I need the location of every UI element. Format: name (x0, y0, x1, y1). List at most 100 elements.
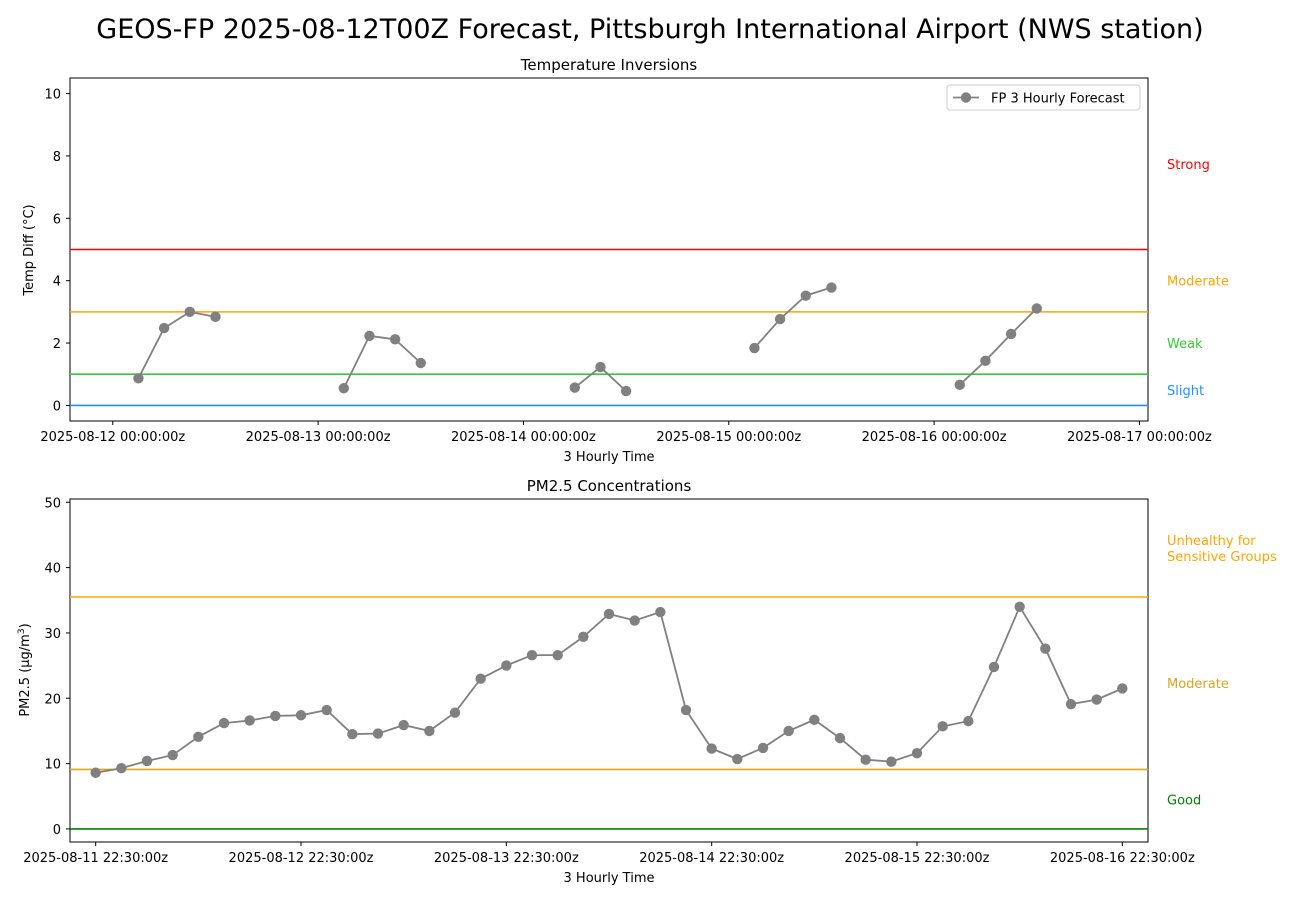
data-point (834, 732, 846, 744)
data-point (1005, 328, 1017, 340)
data-point (578, 631, 589, 643)
x-tick-label: 2025-08-13 22:30:00z (434, 851, 579, 866)
legend-box (946, 84, 1141, 111)
data-point (860, 754, 871, 765)
data-point (141, 755, 153, 767)
x-tick-label: 2025-08-17 00:00:00z (1067, 430, 1212, 445)
data-point (783, 725, 794, 737)
data-point (680, 704, 692, 716)
data-point (629, 615, 640, 626)
x-tick-label: 2025-08-12 22:30:00z (229, 851, 374, 866)
data-point (937, 721, 948, 732)
data-point (364, 330, 375, 342)
data-point (800, 290, 811, 301)
data-point (184, 306, 195, 318)
data-point (749, 342, 760, 354)
x-tick-label: 2025-08-11 22:30:00z (23, 851, 168, 866)
data-point (706, 743, 717, 754)
data-point (244, 715, 255, 726)
data-point (424, 725, 435, 737)
threshold-label: Good (1167, 794, 1201, 809)
x-tick-label: 2025-08-16 00:00:00z (862, 430, 1007, 445)
y-tick-label: 30 (44, 627, 61, 642)
y-tick-label: 0 (53, 823, 61, 838)
y-tick-label: 8 (53, 150, 61, 165)
data-point (158, 322, 170, 334)
series-line (959, 307, 1038, 386)
x-tick-label: 2025-08-15 00:00:00z (656, 430, 801, 445)
x-axis-label: 3 Hourly Time (564, 450, 655, 465)
series-line (342, 334, 422, 389)
data-point (774, 313, 786, 325)
data-point (1091, 694, 1102, 705)
y-tick-label: 2 (53, 337, 61, 352)
x-tick-label: 2025-08-15 22:30:00z (845, 851, 990, 866)
data-point (501, 660, 512, 671)
data-point (732, 753, 743, 765)
data-point (338, 383, 349, 394)
data-point (415, 357, 426, 369)
data-point (569, 382, 580, 393)
data-point (1117, 683, 1128, 694)
y-tick-label: 10 (44, 758, 61, 773)
data-point (526, 649, 538, 661)
y-tick-label: 20 (44, 692, 61, 707)
x-tick-label: 2025-08-12 00:00:00z (40, 430, 185, 445)
data-point (347, 729, 358, 740)
data-point (90, 767, 101, 778)
data-point (193, 731, 204, 743)
y-tick-label: 50 (44, 496, 61, 511)
y-tick-label: 10 (44, 88, 61, 103)
y-tick-label: 4 (53, 275, 61, 290)
chart-title: Temperature Inversions (520, 56, 698, 74)
series-line (137, 310, 216, 379)
x-tick-label: 2025-08-14 00:00:00z (451, 430, 596, 445)
data-point (757, 742, 769, 754)
data-point (398, 719, 409, 731)
data-point (270, 710, 281, 722)
data-point (963, 715, 974, 727)
data-point (1031, 303, 1042, 314)
data-point (295, 710, 307, 721)
x-axis-label: 3 Hourly Time (564, 871, 655, 886)
data-point (116, 762, 127, 774)
threshold-label: Weak (1167, 337, 1203, 352)
series-line (753, 286, 832, 349)
plot-frame (69, 498, 1149, 843)
y-axis-label: Temp Diff (°C) (22, 204, 37, 296)
data-point (1065, 698, 1077, 710)
threshold-label: Moderate (1167, 275, 1229, 290)
plot-area: 0 2 4 6 8 10 2025-08-12 00:00:00z 2025-08-13 00… (40, 77, 1229, 445)
data-point (911, 747, 923, 759)
data-point (210, 311, 221, 323)
data-point (980, 355, 991, 367)
chart-title: PM2.5 Concentrations (527, 477, 692, 495)
legend-marker (960, 92, 972, 103)
legend-entry: FP 3 Hourly Forecast (991, 92, 1125, 107)
data-point (809, 714, 820, 726)
data-point (603, 608, 615, 620)
data-point (167, 749, 178, 761)
x-tick-label: 2025-08-16 22:30:00z (1050, 851, 1195, 866)
y-axis-label: PM2.5 (μg/m3) (17, 623, 33, 716)
legend: FP 3 Hourly Forecast (946, 84, 1141, 111)
data-point (372, 728, 384, 739)
x-tick-label: 2025-08-14 22:30:00z (639, 851, 784, 866)
data-point (1014, 601, 1025, 612)
data-point (655, 606, 666, 618)
data-point (988, 661, 1000, 673)
threshold-label: Slight (1167, 384, 1204, 399)
figure-title: GEOS-FP 2025-08-12T00Z Forecast, Pittsbu… (96, 14, 1204, 45)
data-point (552, 649, 563, 661)
data-point (475, 673, 486, 684)
x-tick-label: 2025-08-13 00:00:00z (246, 430, 391, 445)
data-point (449, 707, 461, 718)
data-point (1040, 643, 1051, 654)
threshold-label: Unhealthy for Sensitive Groups (1167, 534, 1277, 565)
data-point (218, 717, 230, 729)
data-point (886, 756, 897, 767)
data-point (620, 385, 632, 397)
y-tick-label: 0 (53, 399, 61, 414)
